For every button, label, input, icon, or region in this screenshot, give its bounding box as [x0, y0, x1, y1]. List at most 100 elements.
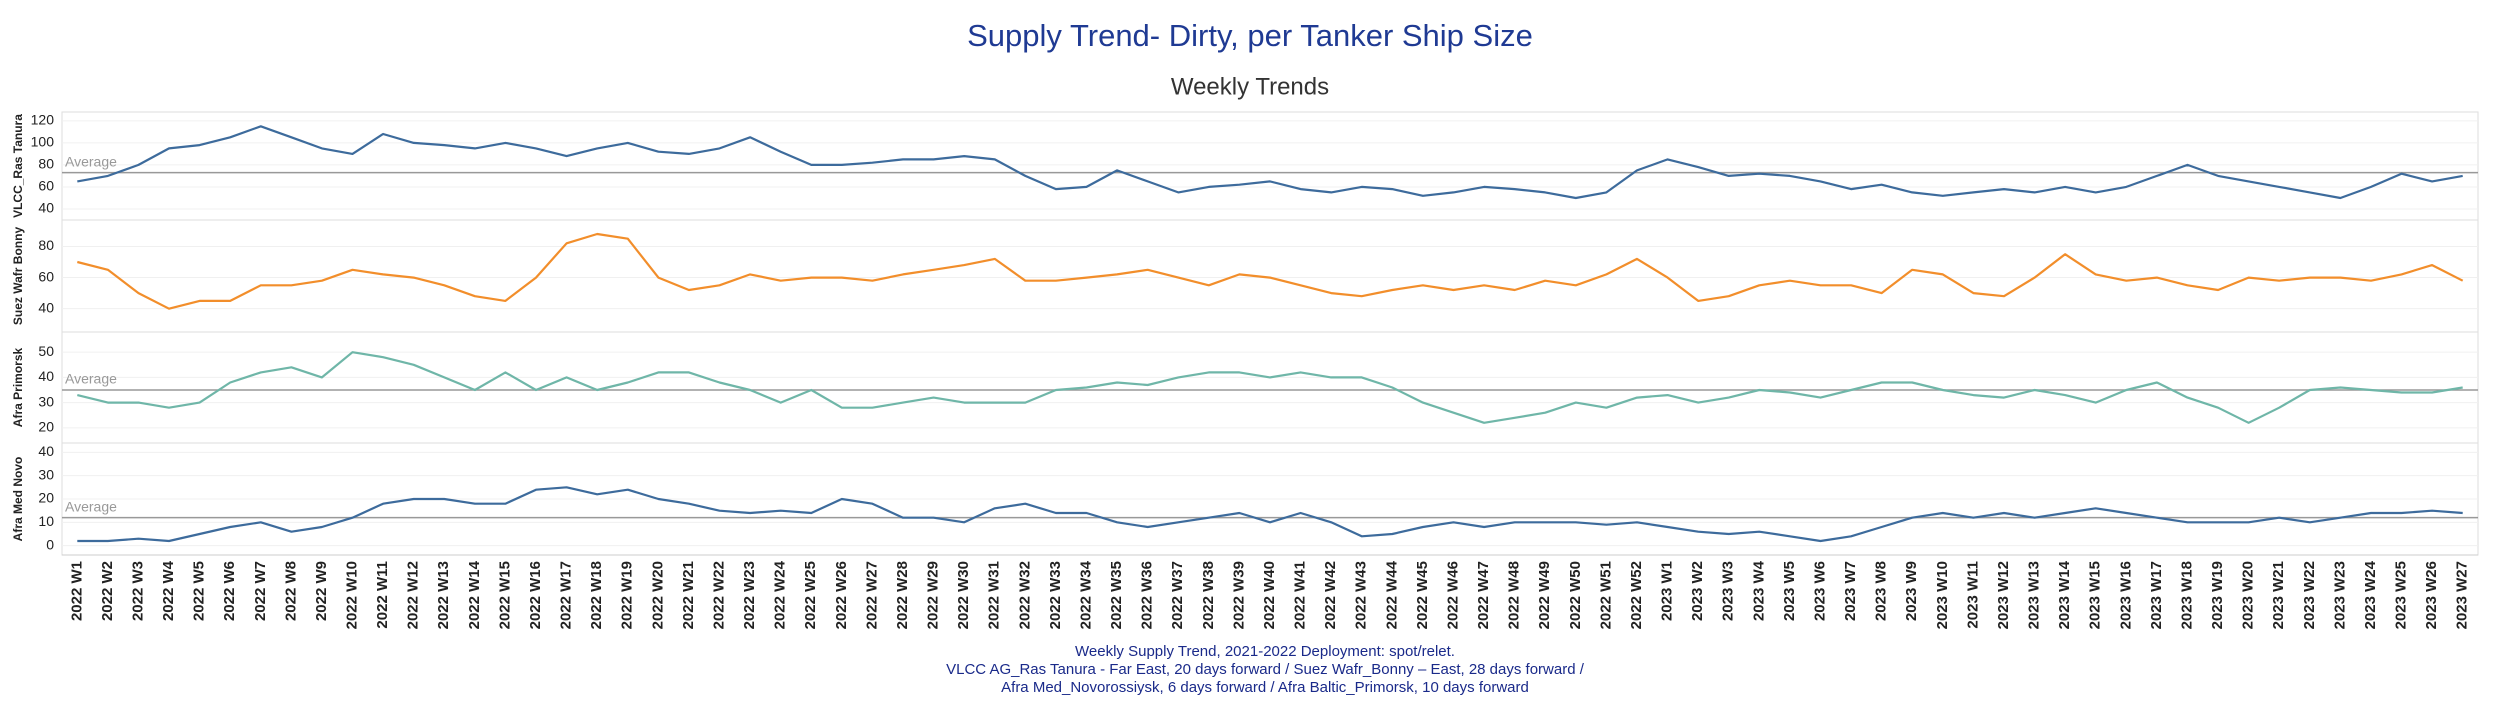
- x-tick-label: 2022 W27: [863, 561, 880, 629]
- x-tick-label: 2022 W4: [160, 560, 177, 621]
- x-tick-label: 2023 W26: [2423, 561, 2440, 629]
- x-tick-label: 2022 W33: [1047, 561, 1064, 629]
- series-line: [77, 351, 2463, 424]
- reference-label: Average: [65, 371, 117, 387]
- panel-frame: [61, 111, 2479, 221]
- chart-title: Supply Trend- Dirty, per Tanker Ship Siz…: [967, 18, 1533, 53]
- x-tick-label: 2022 W23: [741, 561, 758, 629]
- x-tick-label: 2023 W20: [2240, 561, 2257, 629]
- x-tick-label: 2022 W29: [925, 561, 942, 629]
- x-tick-label: 2022 W19: [619, 561, 636, 629]
- series-line: [77, 486, 2463, 543]
- x-tick-label: 2022 W24: [772, 560, 789, 629]
- x-tick-label: 2022 W50: [1567, 561, 1584, 629]
- y-tick-label: 10: [38, 513, 54, 529]
- x-tick-label: 2022 W6: [221, 561, 238, 621]
- y-tick-label: 40: [38, 200, 54, 216]
- chart-subtitle: Weekly Trends: [1171, 73, 1329, 100]
- series-line: [77, 232, 2464, 310]
- x-tick-label: 2022 W39: [1230, 561, 1247, 629]
- x-tick-label: 2023 W6: [1811, 561, 1828, 621]
- x-tick-label: 2022 W32: [1016, 561, 1033, 629]
- x-tick-label: 2022 W47: [1475, 561, 1492, 629]
- y-tick-label: 40: [38, 443, 54, 459]
- y-tick-label: 0: [46, 536, 54, 552]
- caption-line: Afra Med_Novorossiysk, 6 days forward / …: [1001, 679, 1529, 696]
- x-tick-label: 2022 W1: [68, 561, 85, 621]
- x-tick-label: 2022 W7: [252, 561, 269, 621]
- x-tick-label: 2022 W3: [129, 561, 146, 621]
- panel-frame: [61, 331, 2479, 444]
- x-tick-label: 2023 W7: [1842, 561, 1859, 621]
- x-tick-label: 2022 W2: [99, 561, 116, 621]
- y-tick-label: 30: [38, 393, 54, 409]
- y-tick-label: 80: [38, 237, 54, 253]
- x-tick-label: 2023 W17: [2148, 561, 2165, 629]
- panel-frame: [61, 219, 2479, 333]
- x-tick-label: 2023 W5: [1781, 561, 1798, 621]
- x-tick-label: 2022 W8: [282, 561, 299, 621]
- x-tick-label: 2022 W10: [344, 561, 361, 629]
- y-tick-label: 120: [31, 112, 55, 128]
- panel-label: Suez Wafr Bonny: [11, 227, 25, 326]
- x-tick-label: 2023 W23: [2331, 561, 2348, 629]
- x-tick-label: 2022 W37: [1169, 561, 1186, 629]
- x-tick-label: 2023 W15: [2087, 561, 2104, 629]
- x-tick-label: 2022 W43: [1353, 561, 1370, 629]
- x-tick-label: 2022 W41: [1292, 561, 1309, 629]
- x-tick-label: 2022 W38: [1200, 561, 1217, 629]
- x-tick-label: 2022 W34: [1077, 560, 1094, 629]
- x-tick-label: 2022 W12: [405, 561, 422, 629]
- x-tick-label: 2022 W11: [374, 561, 391, 629]
- y-tick-label: 50: [38, 343, 54, 359]
- y-tick-label: 60: [38, 268, 54, 284]
- x-tick-label: 2022 W17: [558, 561, 575, 629]
- x-tick-label: 2023 W2: [1689, 561, 1706, 621]
- x-tick-label: 2022 W45: [1414, 561, 1431, 629]
- x-tick-label: 2022 W46: [1444, 561, 1461, 629]
- caption-line: Weekly Supply Trend, 2021-2022 Deploymen…: [1075, 643, 1455, 660]
- y-tick-label: 80: [38, 156, 54, 172]
- x-tick-label: 2023 W1: [1659, 561, 1676, 621]
- x-tick-label: 2022 W35: [1108, 561, 1125, 629]
- reference-label: Average: [65, 498, 117, 514]
- caption-line: VLCC AG_Ras Tanura - Far East, 20 days f…: [946, 661, 1585, 678]
- x-tick-label: 2022 W18: [588, 561, 605, 629]
- x-tick-label: 2022 W52: [1628, 561, 1645, 629]
- x-tick-label: 2022 W48: [1506, 561, 1523, 629]
- x-tick-label: 2022 W13: [435, 561, 452, 629]
- x-tick-label: 2022 W20: [649, 561, 666, 629]
- panel-label: Afra Primorsk: [11, 347, 25, 427]
- x-tick-label: 2022 W49: [1536, 561, 1553, 629]
- x-tick-label: 2022 W9: [313, 561, 330, 621]
- x-tick-label: 2022 W14: [466, 560, 483, 629]
- x-tick-label: 2023 W18: [2178, 561, 2195, 629]
- y-tick-label: 60: [38, 178, 54, 194]
- x-tick-label: 2022 W44: [1383, 560, 1400, 629]
- x-tick-label: 2022 W40: [1261, 561, 1278, 629]
- x-tick-label: 2023 W22: [2301, 561, 2318, 629]
- x-tick-label: 2023 W27: [2454, 561, 2471, 629]
- x-tick-label: 2023 W4: [1750, 560, 1767, 621]
- x-tick-label: 2023 W24: [2362, 560, 2379, 629]
- panel-label: VLCC_Ras Tanura: [11, 114, 25, 218]
- reference-label: Average: [65, 153, 117, 169]
- x-tick-label: 2023 W9: [1903, 561, 1920, 621]
- x-tick-label: 2022 W5: [191, 561, 208, 621]
- x-tick-label: 2022 W42: [1322, 561, 1339, 629]
- x-tick-label: 2022 W36: [1139, 561, 1156, 629]
- x-tick-label: 2022 W25: [802, 561, 819, 629]
- y-tick-label: 30: [38, 466, 54, 482]
- x-tick-label: 2022 W26: [833, 561, 850, 629]
- x-tick-label: 2023 W25: [2393, 561, 2410, 629]
- x-tick-label: 2022 W51: [1597, 561, 1614, 629]
- y-tick-label: 40: [38, 299, 54, 315]
- x-tick-label: 2023 W8: [1873, 561, 1890, 621]
- panel-label: Afra Med Novo: [11, 457, 25, 542]
- x-tick-label: 2022 W16: [527, 561, 544, 629]
- series-line: [77, 125, 2463, 200]
- x-tick-label: 2023 W21: [2270, 561, 2287, 629]
- x-tick-label: 2022 W28: [894, 561, 911, 629]
